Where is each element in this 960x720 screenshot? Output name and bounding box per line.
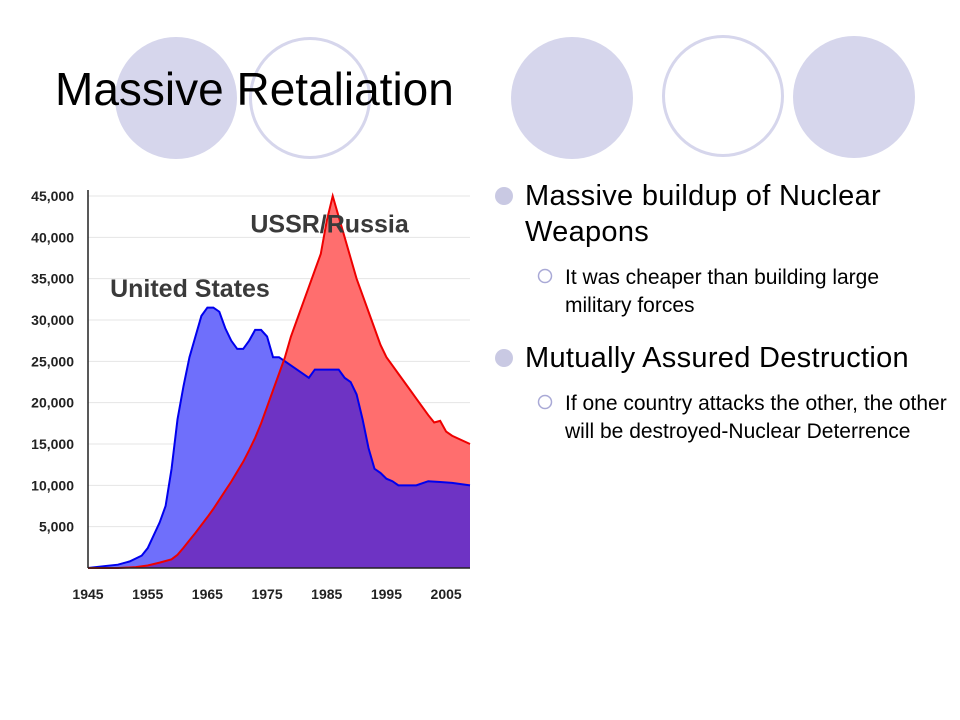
x-tick-labels: 1945 1955 1965 1975 1985 1995 2005	[72, 586, 461, 602]
ussr-line	[88, 192, 471, 569]
overlap-area	[88, 361, 470, 568]
x-tick-label: 2005	[431, 586, 462, 602]
page-title: Massive Retaliation	[55, 63, 454, 115]
bullet-dot	[495, 349, 513, 367]
x-tick-label: 1995	[371, 586, 402, 602]
y-tick-label: 35,000	[31, 271, 74, 287]
decor-circle-2	[511, 37, 633, 159]
decor-circle-1	[115, 37, 237, 159]
y-tick-label: 30,000	[31, 312, 74, 328]
x-tick-label: 1945	[72, 586, 103, 602]
decor-circle-3	[793, 36, 915, 158]
y-tick-label: 10,000	[31, 477, 74, 493]
nuclear-stockpile-chart: 5,000 10,000 15,000 20,000 25,000 30,000 35,00…	[31, 188, 471, 602]
subbullet-cheaper: It was cheaper than building large milit…	[535, 264, 950, 320]
y-tick-label: 15,000	[31, 436, 74, 452]
square-bullet-icon	[537, 394, 553, 410]
y-tick-label: 25,000	[31, 353, 74, 369]
x-tick-label: 1955	[132, 586, 163, 602]
y-tick-label: 5,000	[39, 519, 74, 535]
y-tick-labels: 5,000 10,000 15,000 20,000 25,000 30,000 35,00…	[31, 188, 74, 535]
bullet-mad-text: Mutually Assured Destruction	[525, 342, 909, 374]
x-tick-label: 1985	[311, 586, 342, 602]
chart-axes	[87, 190, 470, 569]
subbullet-deterrence: If one country attacks the other, the ot…	[535, 390, 950, 446]
usa-line	[87, 306, 471, 569]
y-tick-label: 20,000	[31, 395, 74, 411]
ussr-label: USSR/Russia	[250, 210, 409, 238]
x-tick-label: 1975	[251, 586, 282, 602]
bullet-buildup-text: Massive buildup of Nuclear Weapons	[525, 180, 881, 248]
bullet-buildup: Massive buildup of Nuclear Weapons	[495, 178, 950, 250]
bullet-list: Massive buildup of Nuclear Weapons It wa…	[495, 178, 950, 466]
y-tick-label: 45,000	[31, 188, 74, 204]
series-labels: USSR/Russia United States	[110, 210, 410, 302]
subbullet-cheaper-text: It was cheaper than building large milit…	[565, 266, 880, 317]
bullet-mad: Mutually Assured Destruction	[495, 340, 950, 376]
x-tick-label: 1965	[192, 586, 223, 602]
decor-ring-2	[662, 35, 784, 157]
bullet-dot	[495, 187, 513, 205]
decor-ring-1	[249, 37, 371, 159]
y-tick-label: 40,000	[31, 229, 74, 245]
subbullet-deterrence-text: If one country attacks the other, the ot…	[565, 392, 947, 443]
square-bullet-icon	[537, 268, 553, 284]
usa-label: United States	[110, 275, 270, 303]
